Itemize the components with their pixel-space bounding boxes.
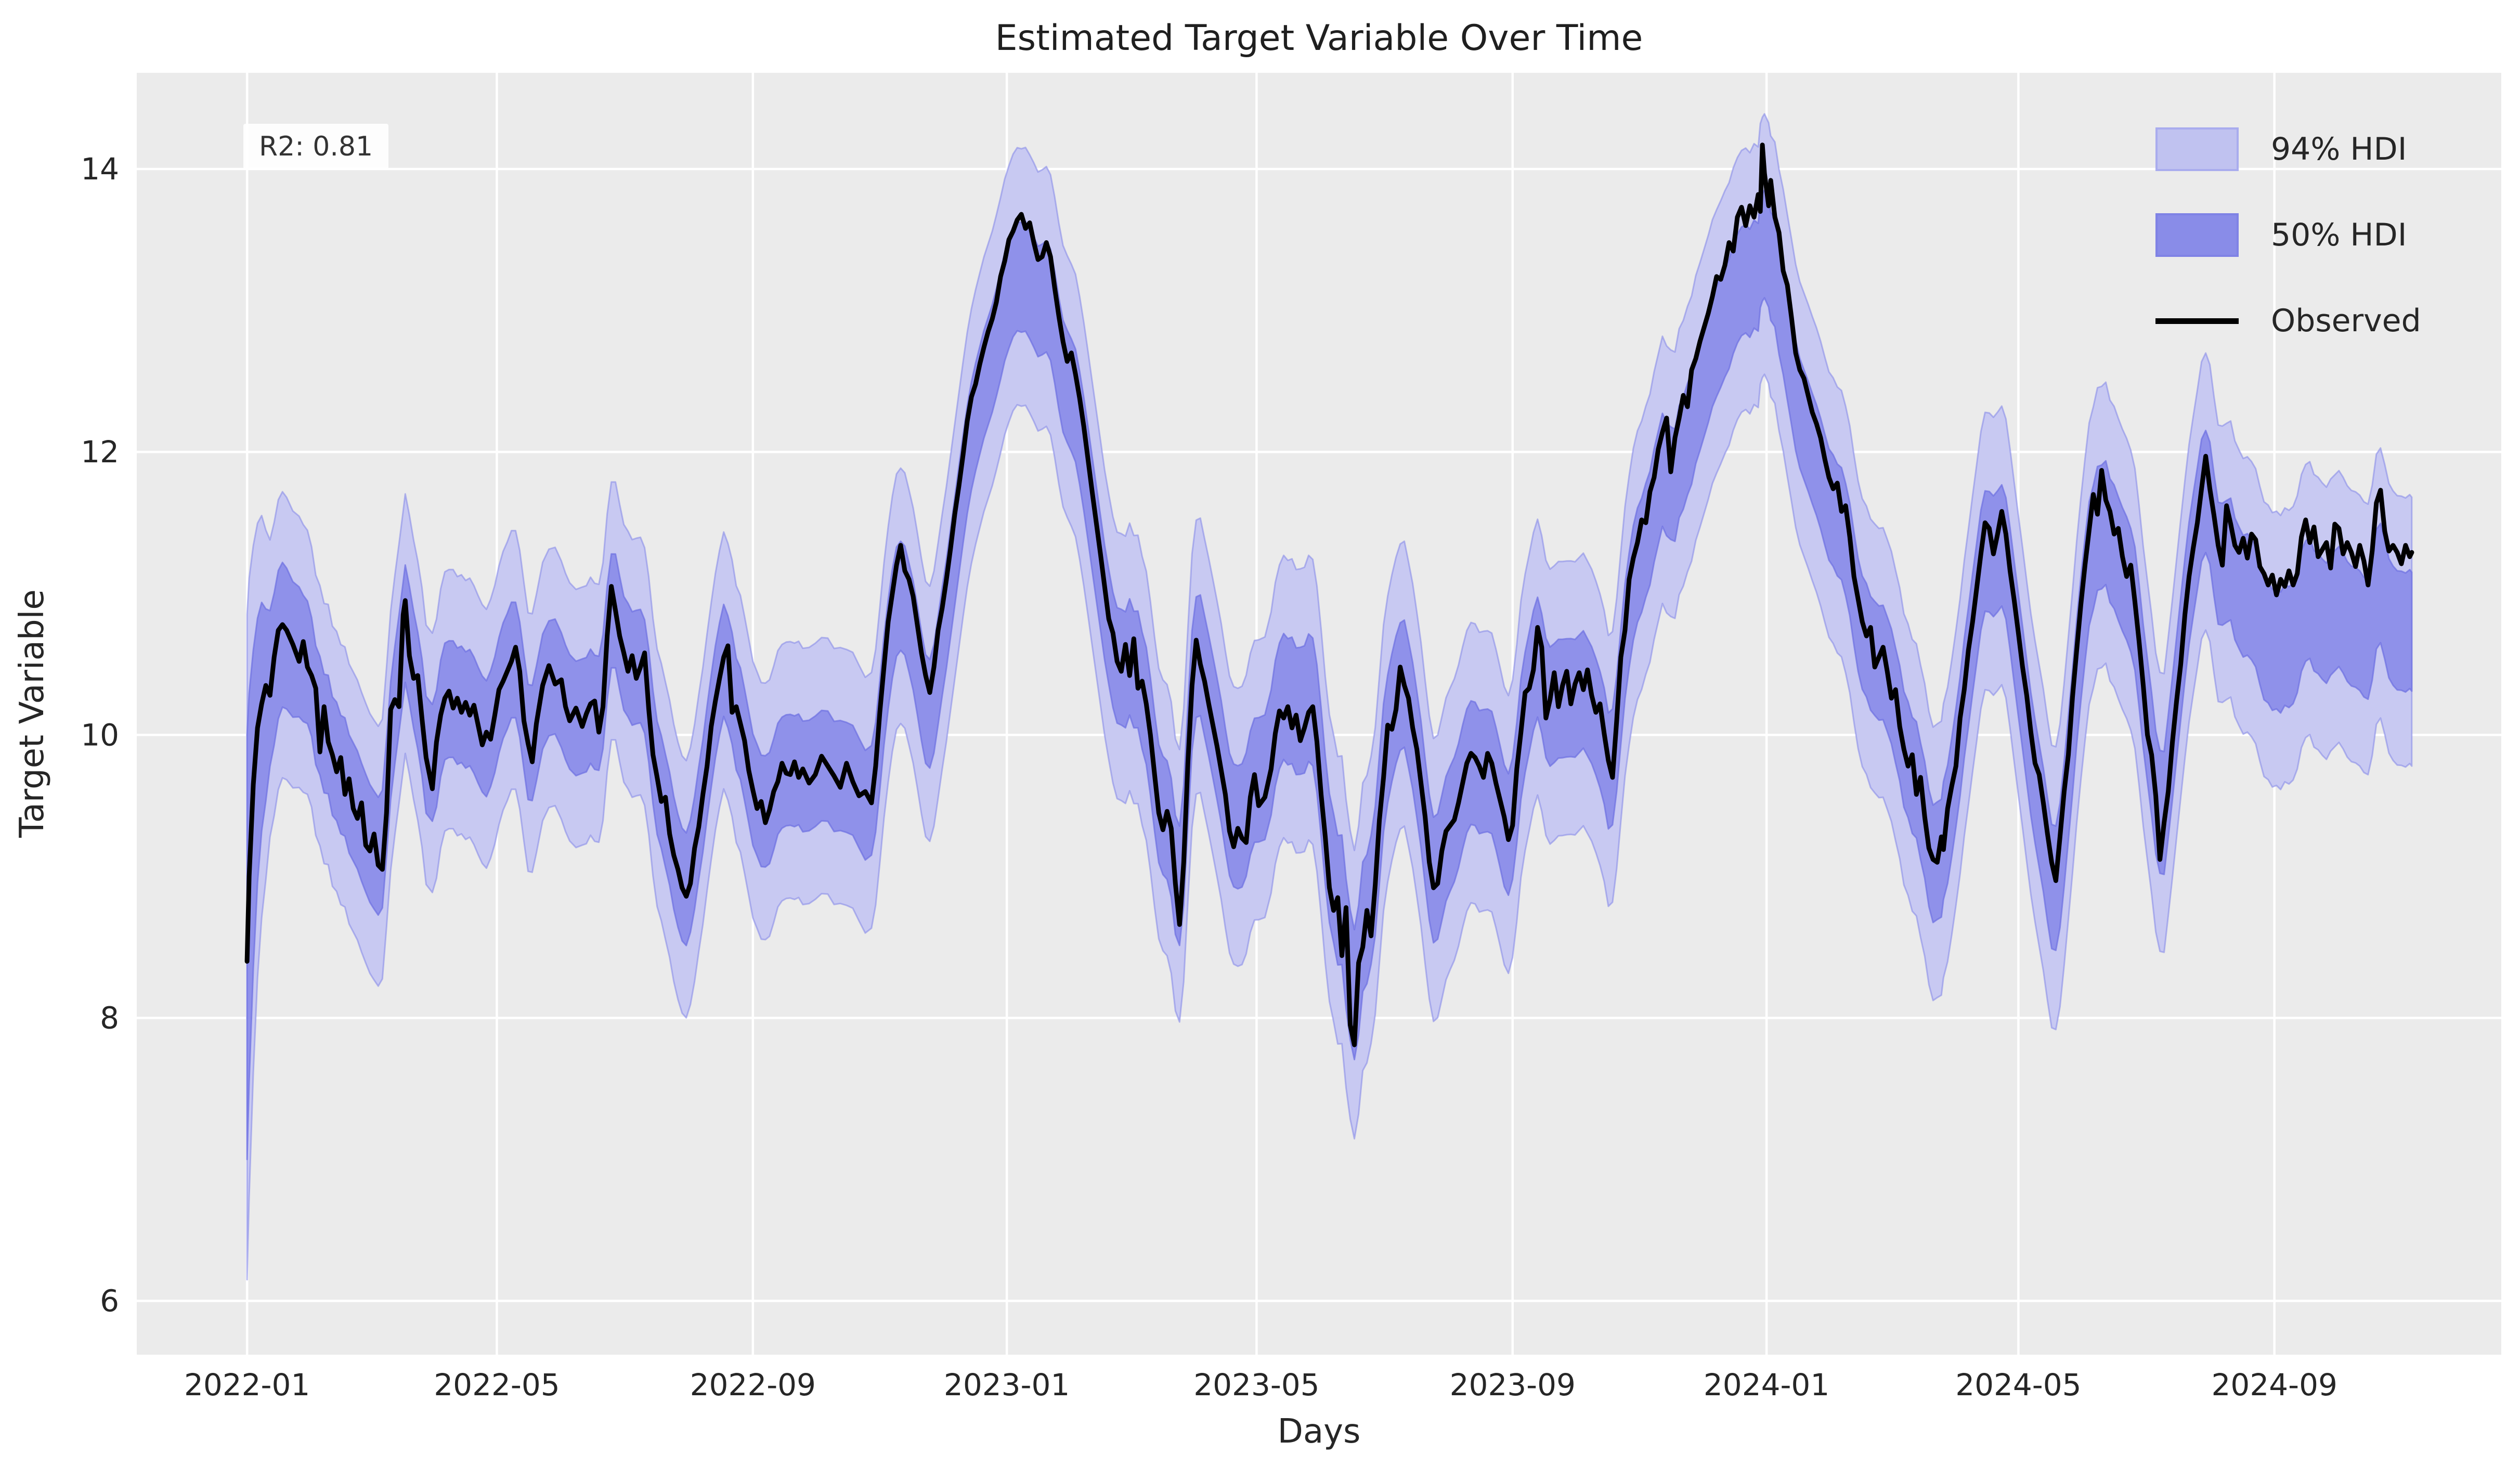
hdi94-patch-icon	[2155, 127, 2239, 171]
x-tick-label: 2022-09	[690, 1367, 816, 1403]
y-tick-label: 6	[100, 1283, 119, 1319]
legend-item-observed: Observed	[2155, 292, 2421, 349]
legend: 94% HDI 50% HDI Observed	[2155, 121, 2421, 378]
chart-title: Estimated Target Variable Over Time	[995, 18, 1643, 59]
line-icon	[2155, 318, 2239, 324]
observed-line	[244, 142, 2414, 1047]
x-tick-label: 2022-05	[434, 1367, 560, 1403]
x-tick-label: 2024-09	[2212, 1367, 2337, 1403]
legend-label: 94% HDI	[2271, 131, 2407, 167]
legend-label: Observed	[2271, 303, 2421, 339]
x-tick-label: 2022-01	[184, 1367, 310, 1403]
hdi50-patch-icon	[2155, 213, 2239, 257]
y-tick-label: 10	[81, 717, 119, 752]
x-tick-label: 2023-09	[1450, 1367, 1576, 1403]
y-tick-label: 12	[81, 434, 119, 470]
y-tick-label: 14	[81, 151, 119, 187]
hdi94-band	[246, 113, 2413, 1281]
legend-item-94-hdi: 94% HDI	[2155, 121, 2421, 178]
x-tick-label: 2024-05	[1955, 1367, 2081, 1403]
y-axis-label: Target Variable	[13, 589, 51, 838]
legend-item-50-hdi: 50% HDI	[2155, 206, 2421, 264]
legend-label: 50% HDI	[2271, 217, 2407, 253]
x-axis-label: Days	[1277, 1412, 1361, 1451]
x-tick-label: 2023-05	[1193, 1367, 1319, 1403]
x-tick-label: 2023-01	[944, 1367, 1070, 1403]
y-tick-label: 8	[100, 1000, 119, 1035]
x-tick-label: 2024-01	[1704, 1367, 1829, 1403]
r2-annotation: R2: 0.81	[243, 124, 389, 170]
